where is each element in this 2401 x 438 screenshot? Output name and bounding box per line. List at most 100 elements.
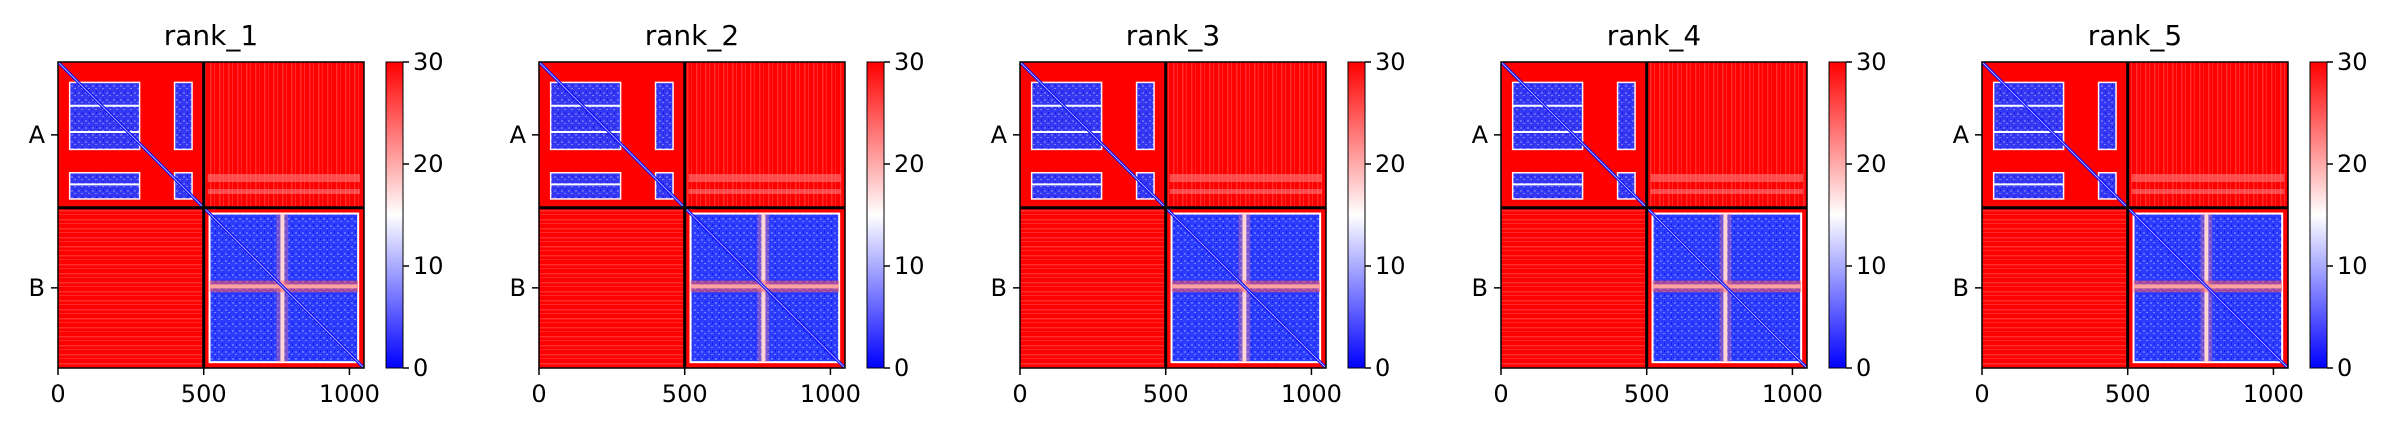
- y-tick-label: B: [1472, 274, 1488, 302]
- inter-chain-ab: [203, 62, 364, 208]
- x-tick-label: 1000: [319, 380, 380, 408]
- colorbar-tick-label: 20: [1856, 150, 1887, 178]
- diagonal-highlight: [1982, 62, 2288, 368]
- colorbar-tick-label: 0: [2337, 354, 2352, 382]
- y-tick-label: A: [1953, 121, 1970, 149]
- y-tick-label: A: [991, 121, 1008, 149]
- chain-a-domain: [1135, 81, 1155, 151]
- colorbar-tick-label: 0: [1856, 354, 1871, 382]
- y-tick-label: B: [1953, 274, 1969, 302]
- chain-a-domain: [549, 81, 622, 151]
- x-tick-label: 1000: [1762, 380, 1823, 408]
- colorbar-tick-label: 10: [1856, 252, 1887, 280]
- colorbar-tick-label: 30: [1856, 48, 1887, 76]
- inter-chain-band: [207, 174, 360, 182]
- y-tick-label: B: [29, 274, 45, 302]
- heatmap: [58, 62, 364, 368]
- axes-frame: [1981, 61, 2289, 369]
- panel-title: rank_2: [645, 19, 739, 52]
- axes-frame: [1500, 61, 1808, 369]
- x-tick-label: 500: [662, 380, 708, 408]
- chain-a-domain: [1992, 171, 2065, 200]
- colorbar-tick-label: 0: [413, 354, 428, 382]
- diagonal-highlight: [1020, 62, 1326, 368]
- inter-chain-ba: [1982, 207, 2128, 368]
- inter-chain-ba: [1020, 207, 1166, 368]
- diagonal-highlight: [539, 62, 845, 368]
- chain-a-domain: [1992, 81, 2065, 151]
- axes-frame: [57, 61, 365, 369]
- inter-chain-band: [1169, 189, 1322, 194]
- colorbar: [1828, 61, 1847, 369]
- colorbar-tick-label: 20: [1375, 150, 1406, 178]
- chain-a-domain: [2097, 81, 2117, 151]
- chain-a-domain: [549, 171, 622, 200]
- inter-chain-ab: [1646, 62, 1807, 208]
- diagonal-highlight: [1501, 62, 1807, 368]
- colorbar: [1347, 61, 1366, 369]
- colorbar-tick-label: 30: [413, 48, 444, 76]
- panel-title: rank_3: [1126, 19, 1220, 52]
- pae-panel-2: rank_2 0 500 1000 A B 0 10 20 30: [510, 19, 925, 408]
- heatmap: [1982, 62, 2288, 368]
- colorbar-tick-label: 10: [1375, 252, 1406, 280]
- axes-frame: [1019, 61, 1327, 369]
- colorbar-tick-label: 20: [894, 150, 925, 178]
- inter-chain-band: [1169, 174, 1322, 182]
- colorbar-tick-label: 30: [1375, 48, 1406, 76]
- heatmap: [1501, 62, 1807, 368]
- y-tick-label: A: [29, 121, 46, 149]
- chain-a-domain: [68, 171, 141, 200]
- inter-chain-ab: [684, 62, 845, 208]
- inter-chain-band: [2131, 189, 2284, 194]
- inter-chain-band: [1650, 174, 1803, 182]
- colorbar-tick-label: 30: [894, 48, 925, 76]
- colorbar-tick-label: 10: [894, 252, 925, 280]
- x-tick-label: 0: [1974, 380, 1989, 408]
- colorbar: [866, 61, 885, 369]
- chain-a-domain: [1616, 81, 1636, 151]
- chain-a-domain: [1511, 171, 1584, 200]
- inter-chain-band: [688, 189, 841, 194]
- y-tick-label: A: [510, 121, 527, 149]
- x-tick-label: 500: [2105, 380, 2151, 408]
- pae-panel-3: rank_3 0 500 1000 A B 0 10 20 30: [991, 19, 1406, 408]
- y-tick-label: B: [991, 274, 1007, 302]
- y-tick-label: B: [510, 274, 526, 302]
- inter-chain-band: [1650, 189, 1803, 194]
- panel-title: rank_4: [1607, 19, 1701, 52]
- axes-frame: [538, 61, 846, 369]
- chain-a-domain: [1030, 171, 1103, 200]
- x-tick-label: 1000: [1281, 380, 1342, 408]
- colorbar-tick-label: 10: [2337, 252, 2368, 280]
- inter-chain-band: [207, 189, 360, 194]
- inter-chain-ba: [58, 207, 204, 368]
- heatmap: [539, 62, 845, 368]
- inter-chain-ab: [2127, 62, 2288, 208]
- diagonal-highlight: [58, 62, 364, 368]
- chain-a-domain: [1511, 81, 1584, 151]
- colorbar-tick-label: 20: [413, 150, 444, 178]
- pae-panel-5: rank_5 0 500 1000 A B 0 10 20 30: [1953, 19, 2368, 408]
- chain-a-domain: [173, 81, 193, 151]
- inter-chain-ba: [1501, 207, 1647, 368]
- colorbar-tick-label: 20: [2337, 150, 2368, 178]
- x-tick-label: 1000: [2243, 380, 2304, 408]
- x-tick-label: 0: [1493, 380, 1508, 408]
- inter-chain-ba: [539, 207, 685, 368]
- x-tick-label: 500: [181, 380, 227, 408]
- pae-panel-1: rank_1 0 500 1000 A B 0 10 20 30: [29, 19, 444, 408]
- heatmap: [1020, 62, 1326, 368]
- colorbar-tick-label: 10: [413, 252, 444, 280]
- colorbar-tick-label: 0: [1375, 354, 1390, 382]
- y-tick-label: A: [1472, 121, 1489, 149]
- inter-chain-ab: [1165, 62, 1326, 208]
- x-tick-label: 500: [1143, 380, 1189, 408]
- colorbar-tick-label: 0: [894, 354, 909, 382]
- colorbar: [385, 61, 404, 369]
- chain-a-domain: [1030, 81, 1103, 151]
- inter-chain-band: [2131, 174, 2284, 182]
- panel-title: rank_5: [2088, 19, 2182, 52]
- chain-a-domain: [654, 81, 674, 151]
